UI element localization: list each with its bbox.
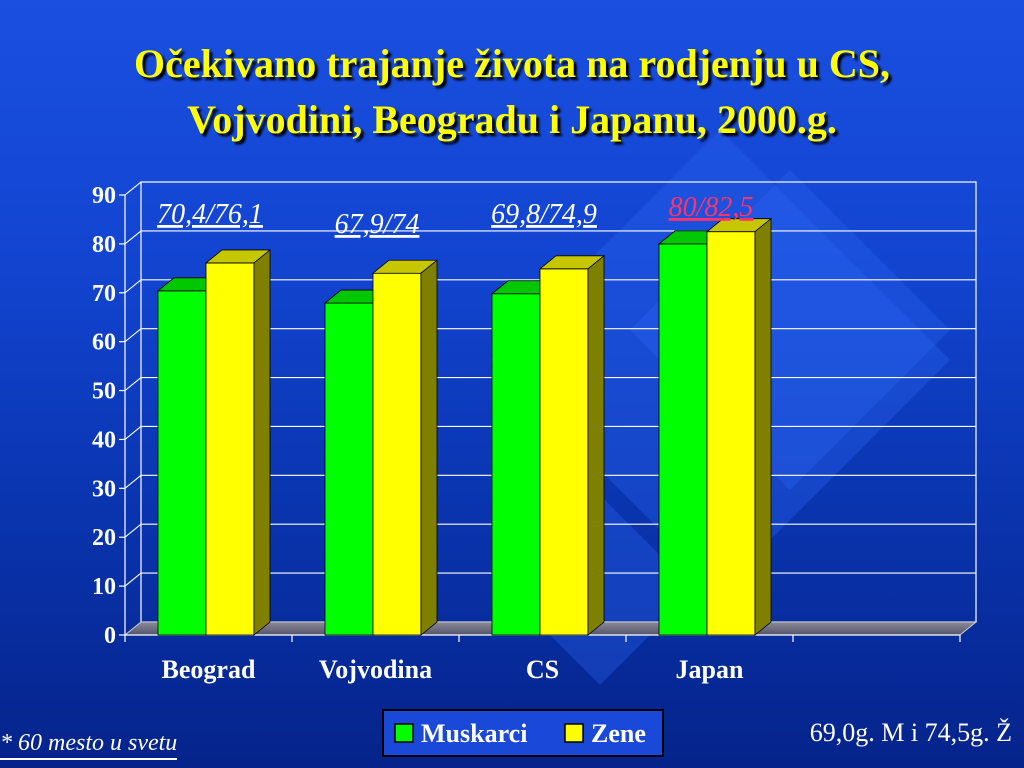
legend-label-zene: Zene bbox=[591, 719, 646, 748]
bar-front bbox=[658, 243, 708, 636]
bar-vojvodina-zene bbox=[371, 259, 439, 636]
bar-annotations: 70,4/76,1 67,9/74 69,8/74,9 80/82,5 bbox=[157, 192, 753, 240]
title-line-1: Očekivano trajanje života na rodjenju u … bbox=[134, 41, 890, 86]
bar-front bbox=[157, 290, 207, 636]
legend-swatch-zene bbox=[564, 723, 584, 743]
legend-swatch-muskarci bbox=[394, 723, 414, 743]
gridline-depth bbox=[124, 328, 142, 343]
legend-label-muskarci: Muskarci bbox=[421, 719, 527, 748]
annotation-label: 67,9/74 bbox=[335, 209, 420, 240]
legend: Muskarci Zene bbox=[382, 709, 664, 757]
y-tick-label: 40 bbox=[92, 427, 116, 453]
y-tick-label: 90 bbox=[92, 183, 116, 209]
gridline-depth bbox=[124, 377, 142, 391]
x-tick-label: Japan bbox=[676, 655, 744, 684]
footnote: * 60 mesto u svetu bbox=[0, 728, 178, 760]
gridline-depth bbox=[124, 230, 142, 245]
x-tick-label: Beograd bbox=[162, 655, 256, 684]
gridline-depth bbox=[124, 523, 142, 538]
bar-side bbox=[587, 254, 605, 636]
y-tick-label: 30 bbox=[92, 476, 116, 502]
x-tick-label: CS bbox=[526, 655, 559, 684]
bar-front bbox=[324, 302, 374, 636]
x-axis-ticks: Beograd Vojvodina CS Japan bbox=[124, 635, 961, 684]
slide-title: Očekivano trajanje života na rodjenju u … bbox=[20, 36, 1004, 148]
bar-front bbox=[539, 268, 589, 636]
gridline-depth bbox=[124, 572, 142, 587]
gridline-depth bbox=[124, 181, 142, 196]
annotation-label: 80/82,5 bbox=[669, 192, 754, 223]
y-tick-label: 10 bbox=[92, 574, 116, 600]
bar-front bbox=[706, 231, 756, 636]
y-tick-label: 20 bbox=[92, 525, 116, 551]
gridline-depth bbox=[124, 279, 142, 294]
side-note: 69,0g. M i 74,5g. Ž bbox=[809, 718, 1012, 747]
y-tick-label: 60 bbox=[92, 330, 116, 356]
bar-japan-zene bbox=[705, 217, 773, 636]
gridline-depth bbox=[124, 426, 142, 440]
annotation-label: 70,4/76,1 bbox=[157, 199, 263, 230]
y-tick-label: 0 bbox=[104, 623, 116, 649]
y-tick-label: 70 bbox=[92, 281, 116, 307]
bar-side bbox=[754, 217, 772, 636]
bar-side bbox=[420, 259, 438, 636]
y-tick-label: 80 bbox=[92, 232, 116, 258]
y-axis-ticks: 0 10 20 30 40 50 60 70 80 90 bbox=[92, 183, 125, 649]
annotation-label: 69,8/74,9 bbox=[491, 199, 597, 230]
bar-side bbox=[253, 249, 271, 636]
title-line-2: Vojvodini, Beogradu i Japanu, 2000.g. bbox=[187, 97, 837, 142]
bar-front bbox=[372, 272, 422, 636]
bar-front bbox=[205, 262, 255, 636]
x-tick-label: Vojvodina bbox=[319, 655, 432, 684]
bar-front bbox=[491, 293, 541, 636]
bar-cs-zene bbox=[538, 254, 606, 636]
bars bbox=[156, 217, 773, 636]
bar-beograd-zene bbox=[204, 249, 272, 636]
y-tick-label: 50 bbox=[92, 379, 116, 405]
legend-box bbox=[382, 709, 664, 757]
gridline-depth bbox=[124, 474, 142, 489]
